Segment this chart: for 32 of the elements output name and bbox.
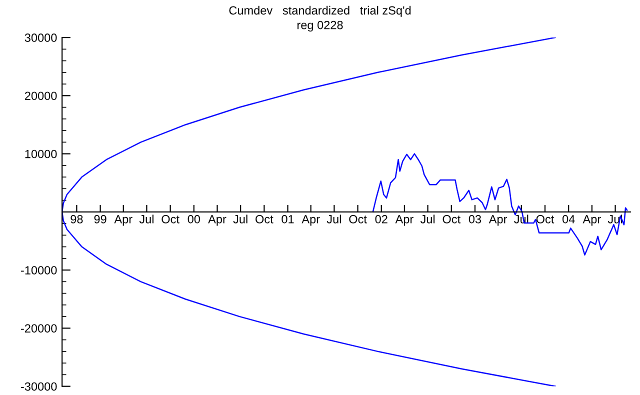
x-tick-label: Apr	[488, 215, 508, 226]
x-tick-label: Oct	[349, 215, 367, 224]
x-tick-label: 04	[562, 215, 575, 224]
x-tick-label: Jul	[326, 214, 341, 224]
y-tick-label: -10000	[20, 266, 57, 274]
x-tick-label: Apr	[582, 215, 601, 226]
x-tick-label: Jul	[139, 214, 154, 224]
y-tick-label: -20000	[20, 324, 57, 333]
x-tick-label: 00	[188, 215, 200, 224]
y-tick-label: -30000	[20, 382, 57, 391]
x-tick-label: Apr	[395, 215, 414, 226]
line-series	[62, 38, 556, 386]
x-tick-label: 01	[282, 215, 294, 224]
chart-subtitle: reg 0228	[297, 20, 343, 32]
x-tick-label: 98	[70, 215, 83, 224]
x-tick-label: Jul	[420, 214, 435, 224]
x-tick-label: Apr	[302, 215, 320, 226]
x-tick-label: 99	[94, 215, 106, 224]
x-tick-label: Oct	[442, 215, 460, 224]
y-tick-label: 30000	[24, 34, 57, 42]
chart-title: Cumdev standardized trial zSq'd	[229, 6, 411, 17]
y-tick-label: 20000	[24, 92, 57, 100]
x-tick-label: Jul	[233, 214, 248, 224]
x-tick-label: Oct	[256, 215, 274, 224]
x-tick-label: Apr	[208, 215, 226, 226]
x-tick-label: Oct	[536, 215, 554, 224]
x-tick-label: Oct	[162, 215, 180, 224]
y-tick-label: 10000	[25, 150, 57, 158]
x-tick-label: 03	[468, 215, 482, 224]
x-tick-label: Apr	[114, 215, 132, 226]
line-series	[372, 153, 628, 256]
x-tick-label: 02	[375, 215, 388, 224]
